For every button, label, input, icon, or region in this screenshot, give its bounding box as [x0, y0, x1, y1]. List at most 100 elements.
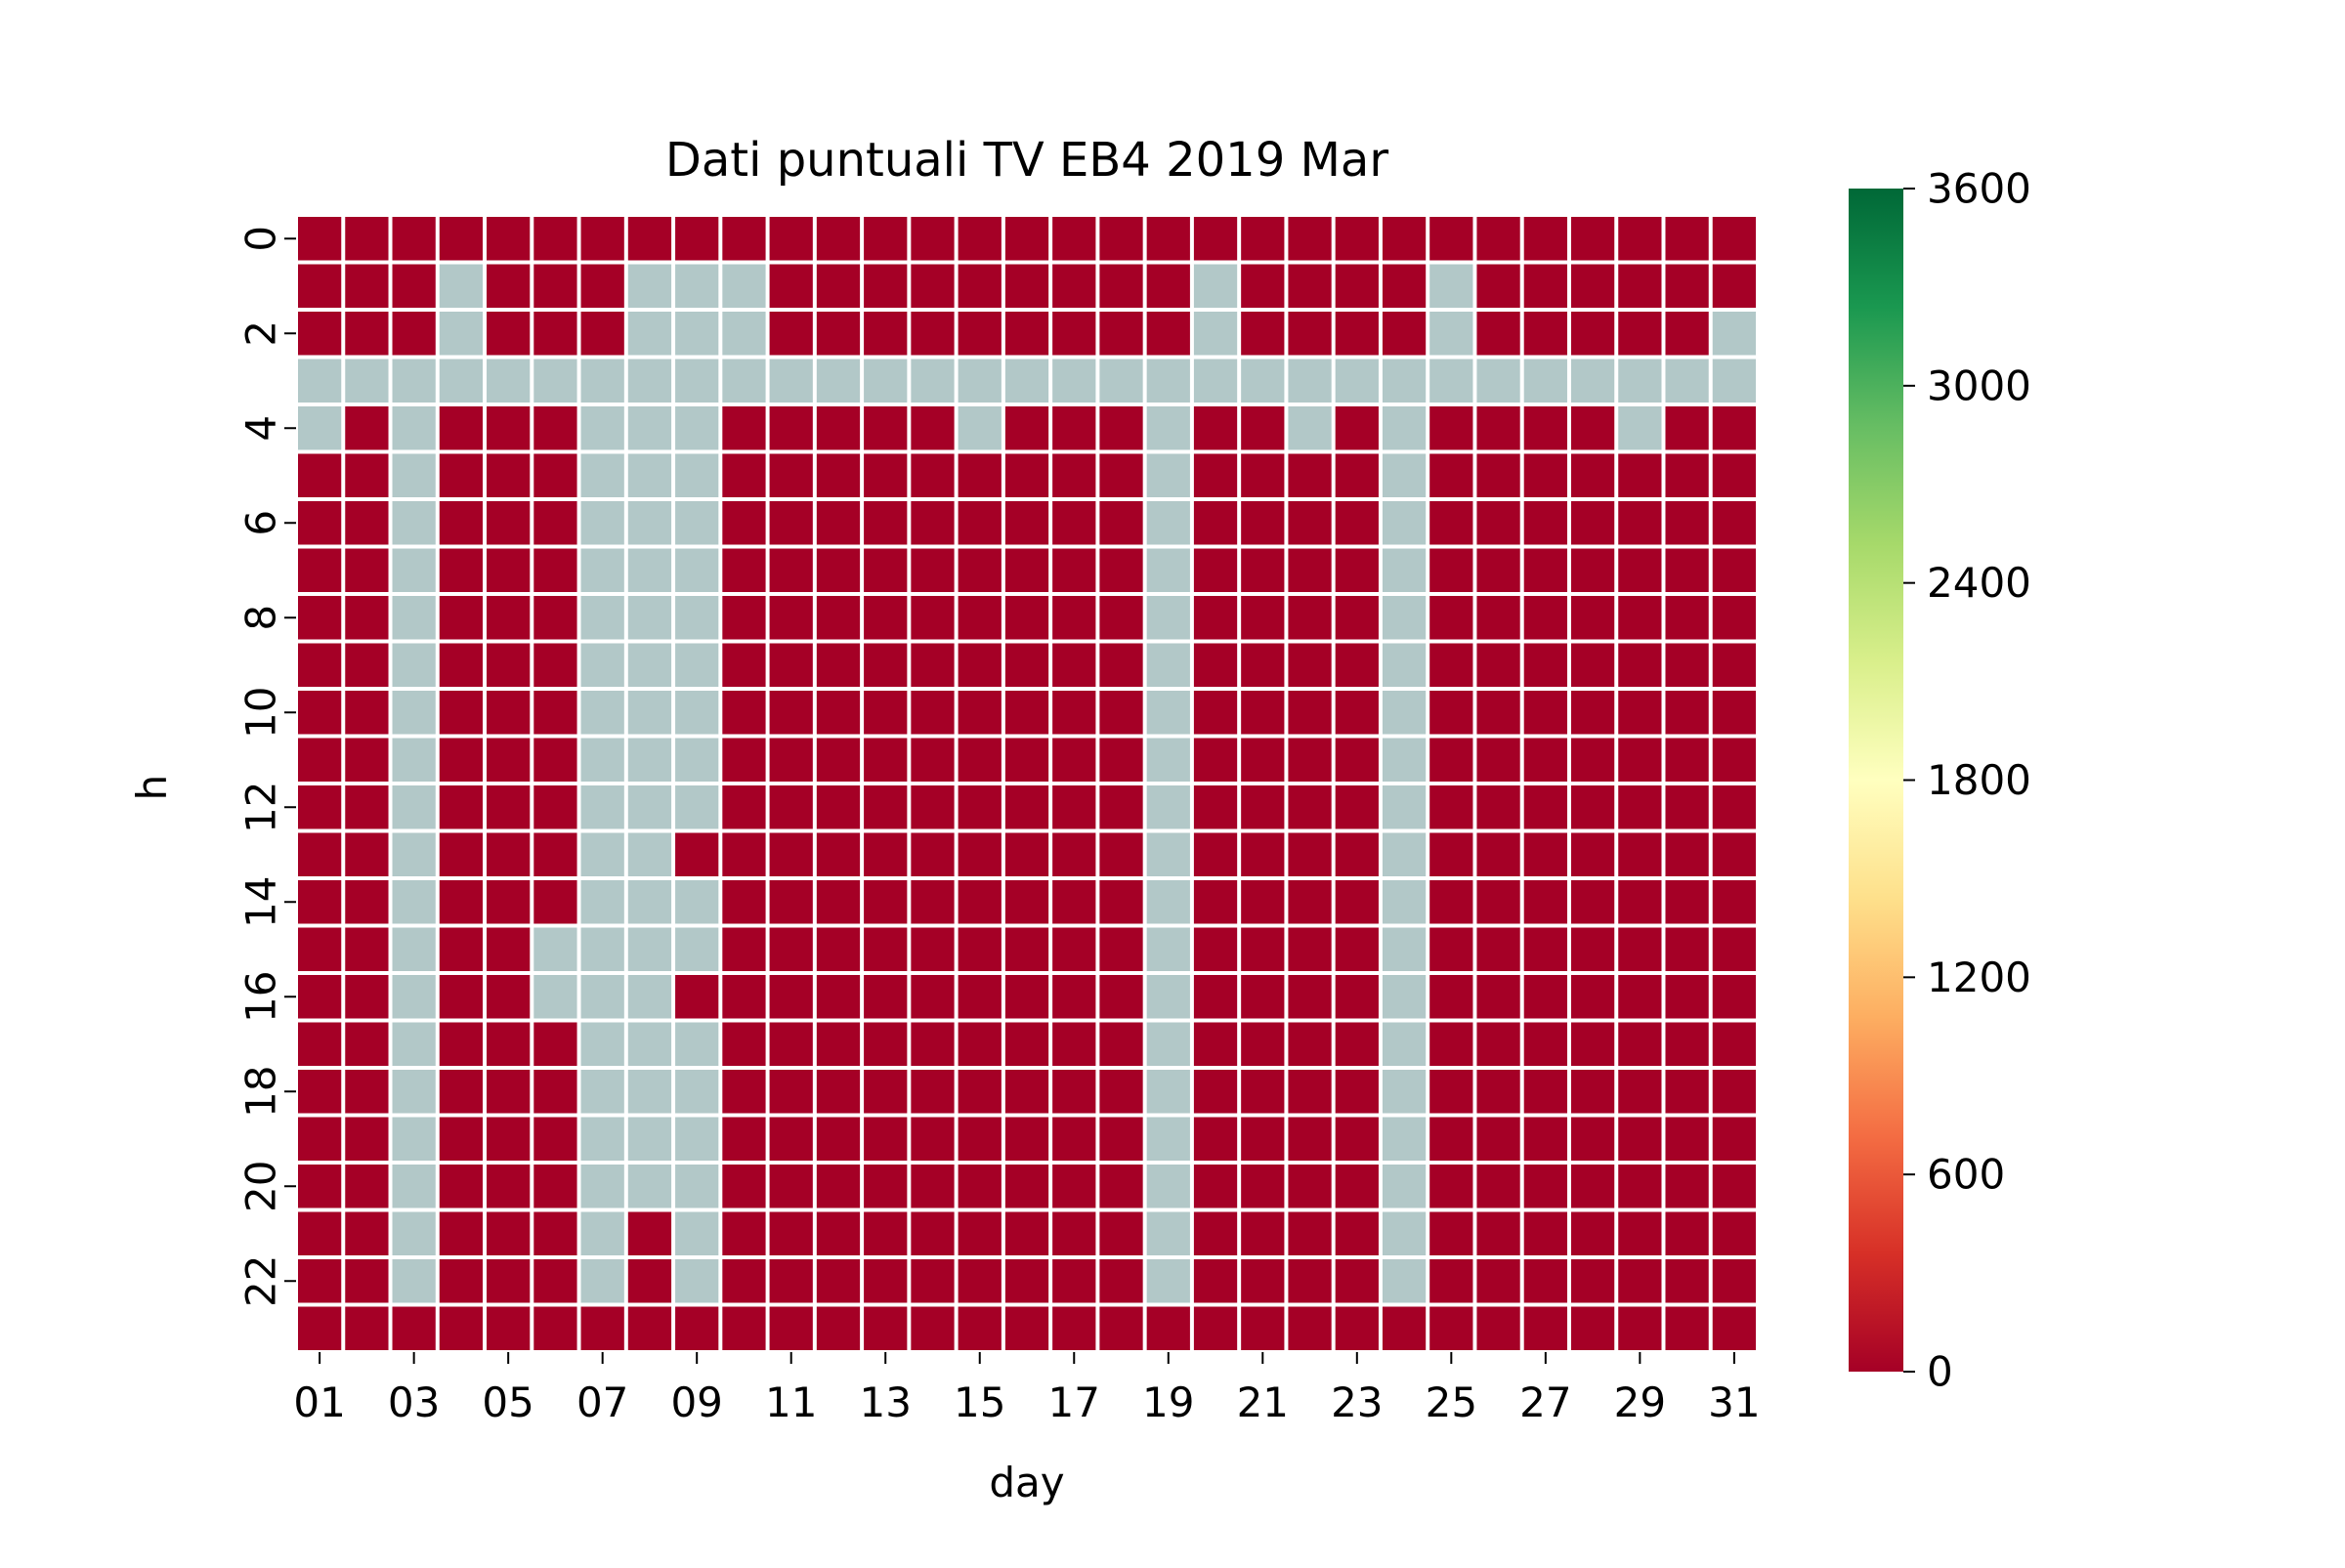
heatmap-cell [816, 927, 861, 971]
heatmap-cell [345, 501, 389, 545]
heatmap-cell [1241, 312, 1285, 356]
heatmap-cell [675, 1306, 719, 1350]
heatmap-cell [345, 785, 389, 829]
heatmap-cell [769, 406, 813, 450]
heatmap-cell [722, 312, 766, 356]
heatmap-cell [1241, 1211, 1285, 1255]
heatmap-cell [1476, 501, 1520, 545]
heatmap-cell [1146, 880, 1190, 924]
x-tick-label: 21 [1237, 1378, 1289, 1426]
heatmap-cell [722, 927, 766, 971]
heatmap-cell [627, 217, 672, 261]
heatmap-cell [1004, 453, 1049, 497]
heatmap-cell [1429, 643, 1473, 687]
heatmap-cell [1476, 1165, 1520, 1208]
heatmap-cell [487, 880, 531, 924]
heatmap-cell [1335, 596, 1379, 640]
heatmap-cell [1618, 501, 1662, 545]
heatmap-cell [580, 596, 624, 640]
heatmap-cell [816, 1211, 861, 1255]
heatmap-cell [487, 927, 531, 971]
x-tick-label: 23 [1331, 1378, 1383, 1426]
heatmap-cell [1288, 359, 1332, 403]
heatmap-cell [1099, 1165, 1143, 1208]
heatmap-cell [580, 406, 624, 450]
heatmap-cell [1429, 312, 1473, 356]
heatmap-cell [533, 738, 577, 782]
heatmap-cell [1665, 312, 1709, 356]
heatmap-cell [1193, 359, 1238, 403]
heatmap-cell [911, 406, 955, 450]
heatmap-cell [675, 738, 719, 782]
heatmap-cell [627, 691, 672, 735]
heatmap-cell [345, 643, 389, 687]
heatmap-cell [487, 453, 531, 497]
heatmap-cell [1335, 1259, 1379, 1303]
heatmap-cell [1288, 691, 1332, 735]
y-tick-label: 4 [237, 415, 285, 442]
heatmap-cell [1618, 1165, 1662, 1208]
heatmap-cell [298, 1117, 342, 1161]
heatmap-cell [911, 217, 955, 261]
heatmap-cell [345, 312, 389, 356]
heatmap-cell [345, 453, 389, 497]
heatmap-cell [533, 312, 577, 356]
heatmap-cell [816, 1259, 861, 1303]
heatmap-cell [1052, 548, 1096, 592]
heatmap-cell [345, 1022, 389, 1066]
heatmap-cell [1004, 1117, 1049, 1161]
heatmap-cell [1429, 359, 1473, 403]
heatmap-cell [1618, 217, 1662, 261]
heatmap-cell [345, 1306, 389, 1350]
heatmap-cell [1665, 1070, 1709, 1114]
heatmap-cell [1052, 738, 1096, 782]
heatmap-cell [1429, 880, 1473, 924]
heatmap-cell [1618, 975, 1662, 1019]
heatmap-cell [675, 975, 719, 1019]
heatmap-cell [1241, 217, 1285, 261]
heatmap-cell [722, 1117, 766, 1161]
heatmap-cell [627, 1211, 672, 1255]
heatmap-cell [864, 785, 908, 829]
heatmap-cell [1146, 1117, 1190, 1161]
heatmap-cell [816, 501, 861, 545]
heatmap-cell [298, 359, 342, 403]
heatmap-cell [1382, 832, 1427, 876]
heatmap-cell [1099, 1022, 1143, 1066]
heatmap-cell [1382, 312, 1427, 356]
heatmap-cell [864, 453, 908, 497]
heatmap-cell [1288, 312, 1332, 356]
heatmap-cell [392, 1306, 436, 1350]
heatmap-cell [1382, 691, 1427, 735]
heatmap-cell [1004, 832, 1049, 876]
heatmap-cell [627, 1259, 672, 1303]
heatmap-cell [722, 501, 766, 545]
heatmap-cell [1712, 264, 1756, 308]
heatmap-cell [1429, 832, 1473, 876]
heatmap-cell [1193, 596, 1238, 640]
heatmap-cell [533, 643, 577, 687]
heatmap-cell [1429, 1259, 1473, 1303]
heatmap-cell [1004, 406, 1049, 450]
heatmap-cell [487, 832, 531, 876]
heatmap-cell [1712, 832, 1756, 876]
heatmap-cell [1099, 691, 1143, 735]
heatmap-cell [392, 738, 436, 782]
heatmap-cell [1665, 1022, 1709, 1066]
heatmap-cell [911, 264, 955, 308]
heatmap-cell [1618, 1259, 1662, 1303]
heatmap-cell [1288, 1259, 1332, 1303]
heatmap-cell [816, 1306, 861, 1350]
heatmap-cell [1241, 691, 1285, 735]
heatmap-cell [1665, 453, 1709, 497]
heatmap-cell [1288, 975, 1332, 1019]
heatmap-cell [1665, 264, 1709, 308]
heatmap-cell [1382, 359, 1427, 403]
heatmap-cell [1004, 1259, 1049, 1303]
heatmap-cell [1523, 312, 1567, 356]
heatmap-cell [298, 738, 342, 782]
heatmap-cell [816, 975, 861, 1019]
heatmap-cell [1382, 548, 1427, 592]
heatmap-cell [627, 832, 672, 876]
heatmap-cell [1476, 1211, 1520, 1255]
